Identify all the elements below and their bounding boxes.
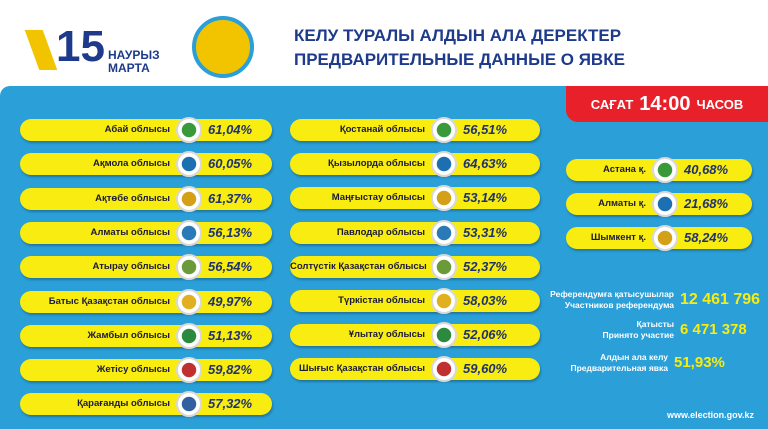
time-badge: САҒАТ 14:00 ЧАСОВ bbox=[566, 86, 768, 122]
turnout: 58,24% bbox=[684, 230, 729, 245]
region-emblem bbox=[652, 157, 678, 183]
region-emblem bbox=[431, 322, 457, 349]
turnout: 59,60% bbox=[463, 361, 508, 377]
row-pill bbox=[290, 255, 540, 278]
turnout: 49,97% bbox=[208, 293, 253, 309]
region-name: Қарағанды облысы bbox=[77, 398, 170, 410]
row-pill bbox=[20, 119, 272, 141]
stat-label: Принято участие bbox=[602, 330, 674, 340]
row-pill bbox=[20, 256, 272, 279]
region-name: Түркістан облысы bbox=[338, 295, 425, 306]
region-name: Маңғыстау облысы bbox=[331, 192, 425, 204]
row-pill bbox=[20, 393, 272, 416]
region-emblem bbox=[176, 185, 202, 212]
region-name: Атырау облысы bbox=[92, 261, 171, 273]
region-name: Қостанай облысы bbox=[339, 124, 425, 135]
logo-text: НАУРЫЗ bbox=[108, 48, 160, 62]
emblem bbox=[192, 16, 254, 78]
badge-text: ЧАСОВ bbox=[696, 96, 744, 112]
region-name: Жамбыл облысы bbox=[87, 329, 170, 341]
stat-label: Референдумға қатысушылар bbox=[550, 289, 674, 299]
turnout: 53,14% bbox=[463, 190, 508, 206]
region-name: Шымкент қ. bbox=[590, 232, 646, 243]
region-name: Қызылорда облысы bbox=[328, 158, 425, 170]
region-name: Ақтөбе облысы bbox=[95, 192, 170, 204]
region-name: Астана қ. bbox=[602, 164, 646, 175]
badge-time: 14:00 bbox=[639, 92, 691, 115]
turnout: 58,03% bbox=[463, 293, 508, 308]
row-pill bbox=[20, 359, 272, 382]
region-emblem bbox=[176, 219, 202, 246]
region-emblem bbox=[652, 191, 678, 217]
region-name: Ұлытау облысы bbox=[348, 329, 425, 341]
stat-value: 51,93% bbox=[674, 354, 725, 371]
stat-label: Алдын ала келу bbox=[600, 352, 668, 362]
website: www.election.gov.kz bbox=[666, 410, 754, 420]
row-pill bbox=[290, 290, 540, 312]
region-emblem bbox=[431, 253, 457, 280]
region-name: Ақмола облысы bbox=[92, 158, 170, 170]
title-kz: КЕЛУ ТУРАЛЫ АЛДЫН АЛА ДЕРЕКТЕР bbox=[294, 26, 622, 45]
row-pill bbox=[290, 153, 540, 176]
region-name: Жетісу облысы bbox=[96, 364, 170, 376]
row-pill bbox=[290, 187, 540, 210]
turnout: 59,82% bbox=[208, 362, 253, 378]
region-emblem bbox=[652, 225, 678, 251]
row-pill bbox=[20, 153, 272, 176]
row-pill bbox=[20, 290, 272, 313]
turnout: 56,54% bbox=[208, 259, 253, 275]
region-name: Солтүстік Қазақстан облысы bbox=[290, 260, 427, 272]
turnout: 21,68% bbox=[684, 196, 729, 211]
region-name: Абай облысы bbox=[104, 124, 170, 135]
region-emblem bbox=[431, 151, 457, 178]
region-emblem bbox=[431, 185, 457, 212]
region-emblem bbox=[431, 117, 457, 143]
stat-label: Предварительная явка bbox=[570, 363, 668, 373]
region-name: Батыс Қазақстан облысы bbox=[48, 295, 170, 307]
stat-value: 12 461 796 bbox=[680, 291, 761, 308]
region-emblem bbox=[176, 357, 202, 384]
row-pill bbox=[290, 358, 540, 381]
turnout: 61,37% bbox=[208, 190, 253, 206]
stat-value: 6 471 378 bbox=[680, 321, 747, 338]
region-emblem bbox=[176, 254, 202, 281]
region-emblem bbox=[176, 117, 202, 143]
badge-text: САҒАТ bbox=[590, 96, 634, 112]
region-emblem bbox=[176, 151, 202, 178]
turnout: 61,04% bbox=[208, 122, 253, 137]
turnout: 60,05% bbox=[208, 156, 253, 172]
turnout: 40,68% bbox=[684, 162, 729, 177]
row-pill bbox=[290, 221, 540, 244]
turnout: 52,37% bbox=[463, 258, 508, 274]
region-name: Шығыс Қазақстан облысы bbox=[298, 363, 425, 375]
turnout: 51,13% bbox=[208, 327, 253, 343]
turnout: 64,63% bbox=[463, 156, 508, 172]
region-emblem bbox=[431, 288, 457, 314]
row-pill bbox=[20, 187, 272, 210]
region-name: Павлодар облысы bbox=[336, 226, 425, 238]
region-emblem bbox=[176, 391, 202, 418]
title-ru: ПРЕДВАРИТЕЛЬНЫЕ ДАННЫЕ О ЯВКЕ bbox=[294, 50, 625, 69]
turnout: 53,31% bbox=[463, 224, 508, 240]
row-pill bbox=[20, 324, 272, 347]
logo-text: МАРТА bbox=[108, 61, 150, 75]
row-pill bbox=[290, 119, 540, 141]
region-emblem bbox=[176, 322, 202, 349]
stat-label: Қатысты bbox=[636, 319, 675, 329]
region-name: Алматы облысы bbox=[90, 226, 170, 238]
logo-number: 15 bbox=[56, 22, 105, 71]
row-pill bbox=[290, 324, 540, 347]
turnout: 52,06% bbox=[463, 327, 508, 343]
turnout: 56,51% bbox=[463, 122, 508, 137]
region-emblem bbox=[176, 288, 202, 315]
turnout: 56,13% bbox=[208, 224, 253, 240]
row-pill bbox=[20, 221, 272, 244]
region-name: Алматы қ. bbox=[598, 198, 646, 209]
stat-label: Участников референдума bbox=[564, 300, 674, 310]
logo-mark bbox=[24, 30, 58, 70]
region-emblem bbox=[431, 356, 457, 383]
turnout: 57,32% bbox=[208, 396, 253, 412]
region-emblem bbox=[431, 219, 457, 246]
